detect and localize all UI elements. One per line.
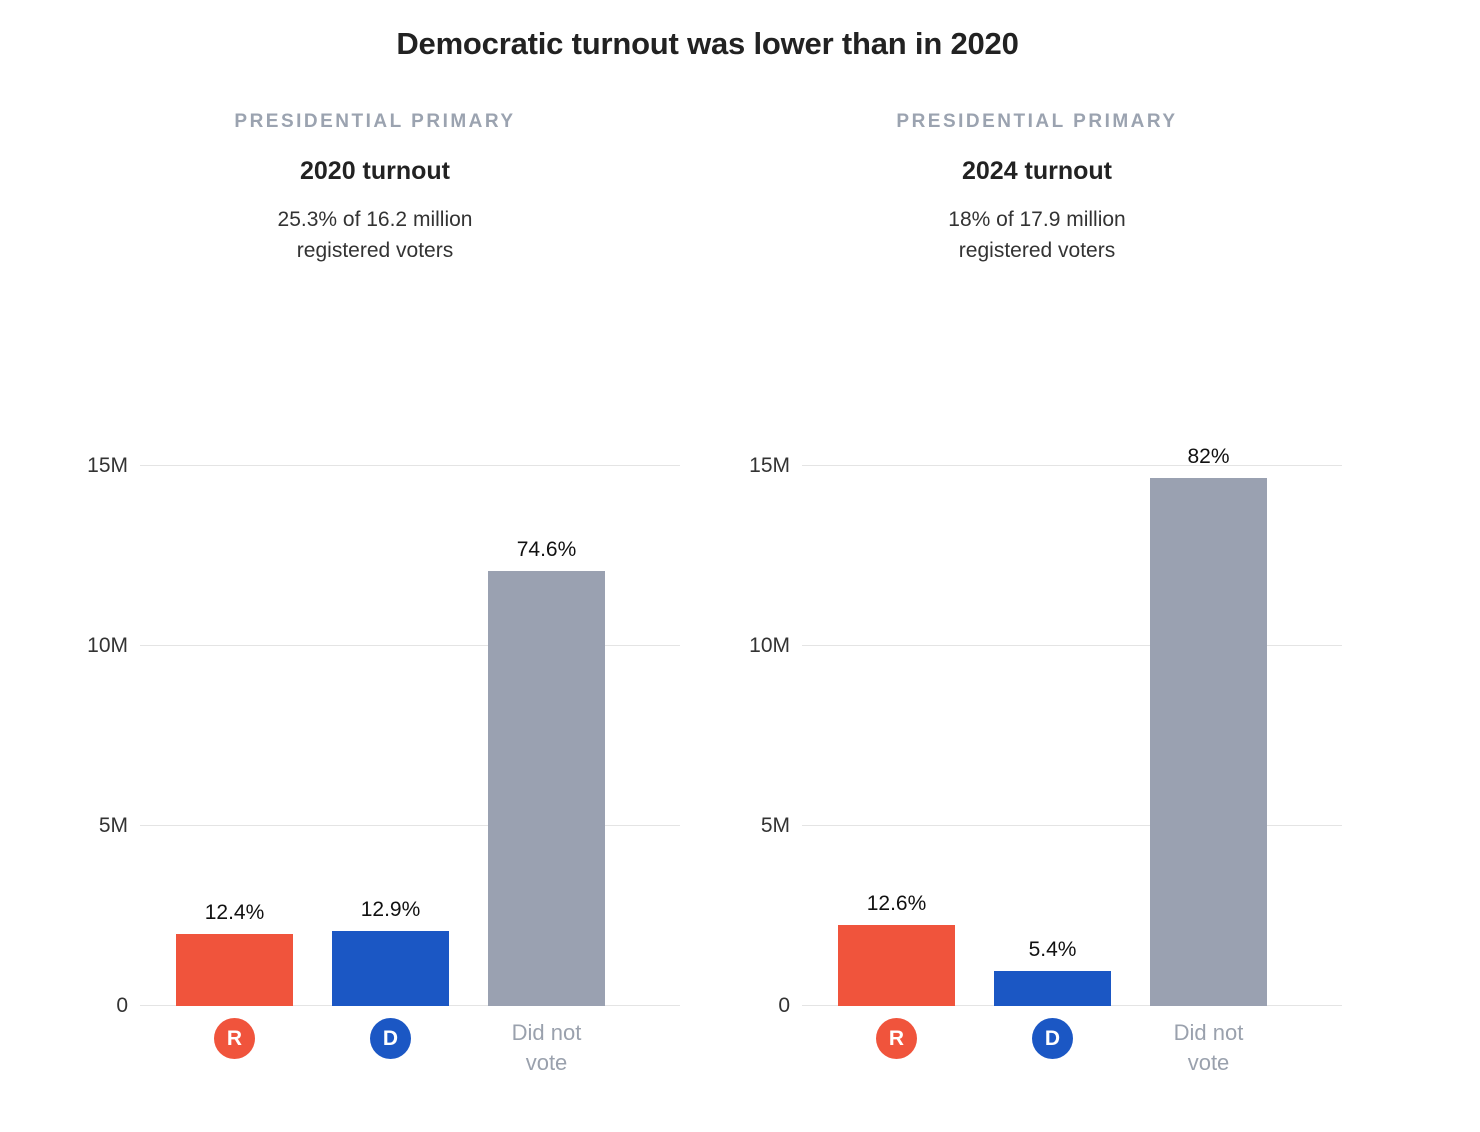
chart-subtitle-line2: registered voters (958, 239, 1116, 262)
charts-row: PRESIDENTIAL PRIMARY 2020 turnout 25.3% … (70, 64, 1480, 1078)
bar-column-d: 12.9% (332, 898, 449, 1006)
plot-area-2020: 0 5M 10M 15M 12.4% 12.9% 74.6% (87, 454, 680, 1017)
bar-column-did-not-vote: 82% (1150, 445, 1267, 1006)
chart-subtitle-line1: 18% of 17.9 million (948, 208, 1126, 231)
bar-r (838, 925, 955, 1006)
bar-did-not-vote (488, 571, 605, 1006)
bar-did-not-vote (1150, 478, 1267, 1006)
chart-title: 2020 turnout (299, 157, 451, 185)
gridline: 5M (761, 814, 1342, 837)
gridline: 10M (87, 634, 680, 657)
party-badge-r: R (876, 1018, 917, 1059)
bar-column-did-not-vote: 74.6% (488, 538, 605, 1006)
chart-kicker: PRESIDENTIAL PRIMARY (896, 111, 1178, 132)
chart-subtitle-line2: registered voters (296, 239, 454, 262)
bars-row: 12.4% 12.9% 74.6% (176, 538, 605, 1006)
y-axis-tick-label: 15M (749, 453, 790, 477)
chart-header-2024: PRESIDENTIAL PRIMARY 2024 turnout 18% of… (732, 110, 1342, 266)
gridline: 15M (87, 454, 680, 477)
chart-2024-turnout: PRESIDENTIAL PRIMARY 2024 turnout 18% of… (732, 64, 1342, 1078)
category-text: Did not vote (1173, 1020, 1244, 1075)
party-badge-d: D (370, 1018, 411, 1059)
category-label-did-not-vote: Did not vote (488, 1018, 605, 1078)
bar-r (176, 934, 293, 1006)
bar-value-label: 12.6% (866, 892, 927, 915)
category-text: Did not vote (511, 1020, 582, 1075)
y-axis-tick-label: 10M (87, 633, 128, 657)
gridline: 5M (99, 814, 680, 837)
bars-row: 12.6% 5.4% 82% (838, 445, 1267, 1006)
chart-header-2020: PRESIDENTIAL PRIMARY 2020 turnout 25.3% … (70, 110, 680, 266)
y-axis-tick-label: 5M (98, 813, 128, 837)
chart-2020-turnout: PRESIDENTIAL PRIMARY 2020 turnout 25.3% … (70, 64, 680, 1078)
party-badge-d: D (1032, 1018, 1073, 1059)
bar-value-label: 12.9% (360, 898, 421, 921)
party-badge-r: R (214, 1018, 255, 1059)
y-axis-tick-label: 15M (87, 453, 128, 477)
bar-column-r: 12.4% (176, 901, 293, 1006)
bar-value-label: 74.6% (516, 538, 577, 561)
bar-value-label: 12.4% (204, 901, 265, 924)
chart-subtitle: 25.3% of 16.2 million registered voters (70, 204, 680, 266)
plot-area-2024: 0 5M 10M 15M 12.6% 5.4% 82% (749, 445, 1342, 1017)
bar-column-d: 5.4% (994, 938, 1111, 1006)
category-label-d: D (332, 1018, 449, 1078)
y-axis-tick-label: 0 (778, 993, 790, 1017)
category-axis-2020: R D Did not vote (176, 1018, 680, 1078)
chart-subtitle-line1: 25.3% of 16.2 million (277, 208, 473, 231)
chart-title: 2024 turnout (961, 157, 1113, 185)
category-label-r: R (176, 1018, 293, 1078)
category-axis-2024: R D Did not vote (838, 1018, 1342, 1078)
page-title: Democratic turnout was lower than in 202… (396, 26, 1019, 61)
y-axis-tick-label: 0 (116, 993, 128, 1017)
y-axis-tick-label: 5M (760, 813, 790, 837)
bar-d (994, 971, 1111, 1006)
category-label-r: R (838, 1018, 955, 1078)
y-axis-tick-label: 10M (749, 633, 790, 657)
category-label-did-not-vote: Did not vote (1150, 1018, 1267, 1078)
category-label-d: D (994, 1018, 1111, 1078)
bar-value-label: 5.4% (1028, 938, 1077, 961)
bar-d (332, 931, 449, 1006)
chart-subtitle: 18% of 17.9 million registered voters (732, 204, 1342, 266)
bar-column-r: 12.6% (838, 892, 955, 1006)
chart-kicker: PRESIDENTIAL PRIMARY (234, 111, 516, 132)
bar-value-label: 82% (1187, 445, 1230, 468)
gridline: 10M (749, 634, 1342, 657)
gridline: 15M (749, 454, 1342, 477)
